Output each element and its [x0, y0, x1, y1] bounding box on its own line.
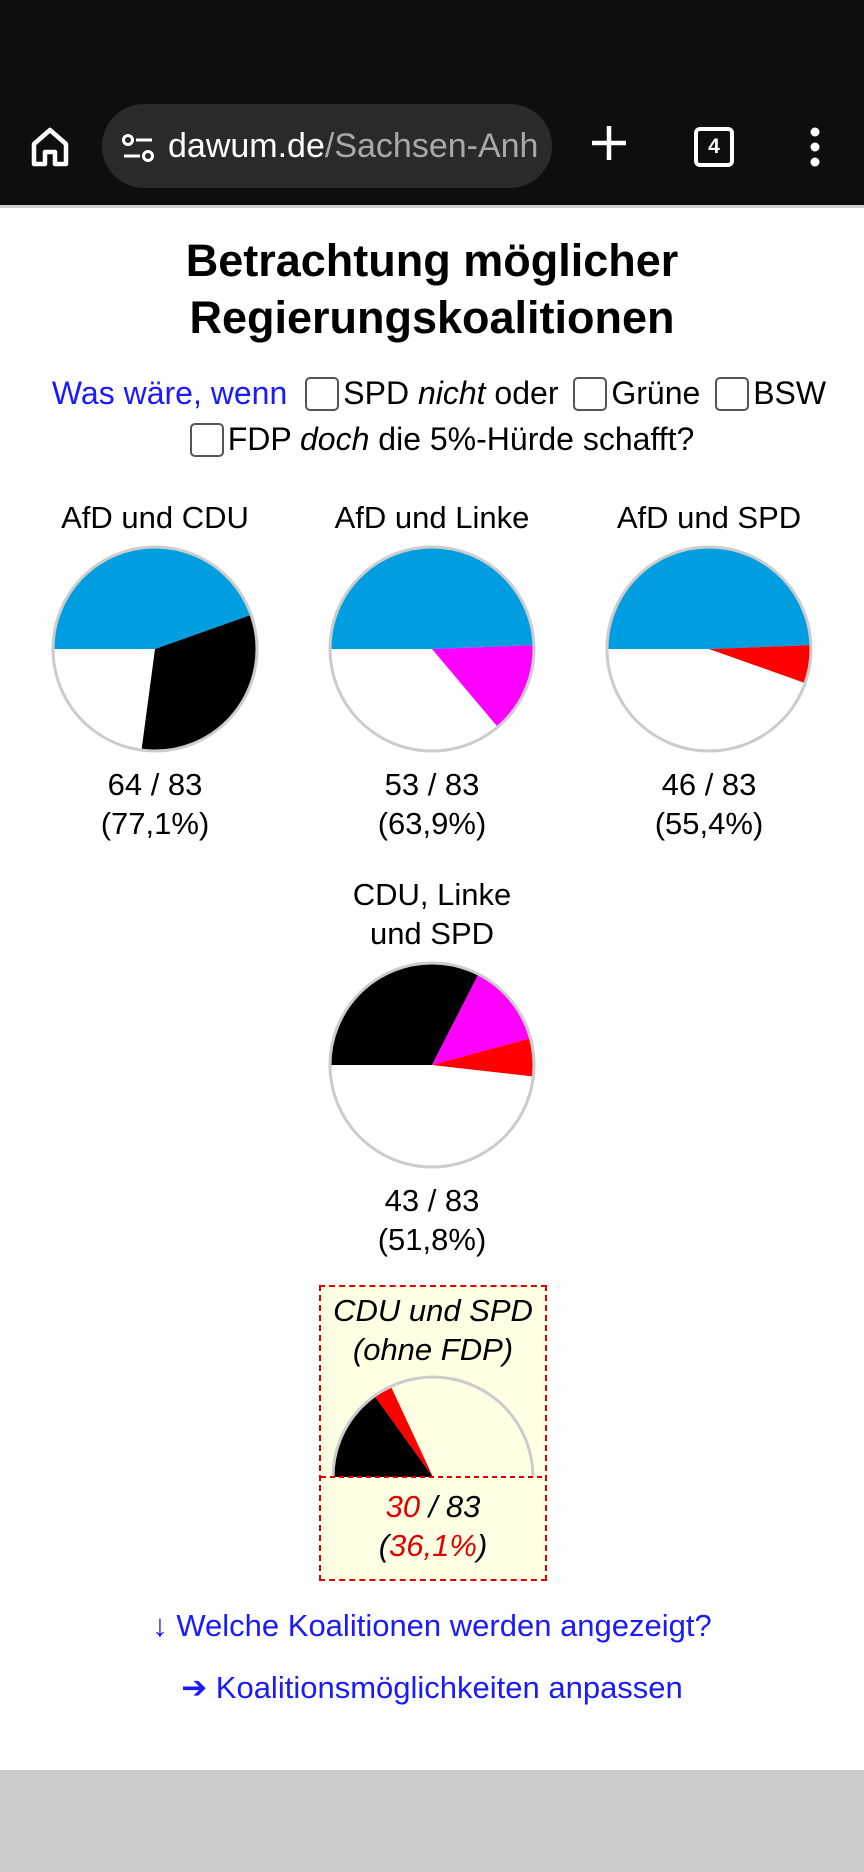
coalition-name-line1: CDU und SPD: [333, 1293, 533, 1328]
seat-count: 53: [384, 767, 420, 802]
pie-slice-linke: [432, 645, 534, 727]
coalition-name: AfD und SPD: [616, 500, 802, 535]
seat-total: 83: [167, 767, 203, 802]
pie-slice-cdu: [330, 963, 479, 1065]
title-line2: Regierungskoalitionen: [189, 292, 675, 343]
seat-count: 30: [385, 1489, 421, 1524]
option-spd-qualifier: nicht: [417, 375, 486, 411]
more-options-icon[interactable]: [800, 122, 830, 172]
option-bsw-party: BSW: [753, 375, 827, 411]
coalition-name-line2: (ohne FDP): [352, 1332, 514, 1367]
seat-count: 46: [661, 767, 697, 802]
pie-outline: [328, 545, 536, 753]
url-path: /Sachsen-Anhalt/: [324, 127, 540, 165]
option-fdp-party: FDP: [227, 421, 292, 457]
coalition-name: CDU, Linke und SPD: [277, 875, 587, 953]
pie-slice-spd: [709, 645, 811, 684]
option-gruene-party: Grüne: [611, 375, 701, 411]
checkbox-gruene[interactable]: [573, 376, 608, 411]
coalition-cdu-linke-spd: CDU, Linke und SPD 43 / 83 (51,8%): [277, 875, 587, 1259]
pie-outline: [328, 961, 536, 1169]
what-if-lead: Was wäre, wenn: [51, 375, 288, 411]
seat-total: 83: [444, 767, 480, 802]
seat-total: 83: [721, 767, 757, 802]
pie-slice-linke: [432, 974, 531, 1065]
site-settings-icon[interactable]: [120, 130, 156, 166]
coalition-seats: 53 / 83 (63,9%): [377, 767, 487, 841]
coalition-name-line2: und SPD: [369, 916, 495, 951]
coalition-seats: 30 / 83 (36,1%): [378, 1489, 488, 1563]
half-pie-slice-spd: [374, 1386, 433, 1477]
tab-switcher-button[interactable]: 4: [694, 127, 734, 167]
what-if-question: Was wäre, wenn SPD nicht oder Grüne BSW F…: [14, 370, 864, 462]
checkbox-bsw[interactable]: [715, 376, 750, 411]
pie-outline: [51, 545, 259, 753]
url-domain: dawum.de: [168, 127, 325, 165]
coalition-seats: 43 / 83 (51,8%): [377, 1183, 487, 1257]
seat-percent: (77,1%): [100, 806, 210, 841]
browser-toolbar: dawum.de/Sachsen-Anhalt/ 4: [0, 0, 864, 205]
option-spd-suffix: oder: [494, 375, 559, 411]
toolbar-divider: [0, 205, 864, 208]
which-coalitions-link[interactable]: ↓ Welche Koalitionen werden angezeigt?: [152, 1608, 712, 1643]
coalition-pie-chart: [328, 545, 536, 753]
pie-slice-afd: [607, 546, 811, 649]
coalition-seats: 46 / 83 (55,4%): [654, 767, 764, 841]
coalition-name: CDU und SPD (ohne FDP): [321, 1291, 545, 1369]
home-icon[interactable]: [24, 120, 76, 172]
seat-total: 83: [444, 1183, 480, 1218]
option-spd-party: SPD: [343, 375, 410, 411]
seat-percent: (55,4%): [654, 806, 764, 841]
pie-outline: [605, 545, 813, 753]
new-tab-icon[interactable]: [584, 118, 634, 168]
half-pie-outline: [331, 1375, 535, 1478]
seat-count: 43: [384, 1183, 420, 1218]
pie-slice-spd: [432, 1038, 534, 1077]
seat-total: 83: [445, 1489, 481, 1524]
url-text[interactable]: dawum.de/Sachsen-Anhalt/: [168, 124, 540, 168]
pie-slice-afd: [330, 546, 534, 649]
coalition-afd-spd: AfD und SPD 46 / 83 (55,4%): [554, 498, 864, 843]
pie-slice-afd: [53, 547, 252, 649]
coalition-cdu-spd-no-majority: CDU und SPD (ohne FDP) 30 / 83 (36,1%): [319, 1285, 547, 1581]
coalition-afd-cdu: AfD und CDU 64 / 83 (77,1%): [0, 498, 310, 843]
pie-slice-cdu: [141, 614, 257, 751]
half-pie-slice-cdu: [333, 1395, 433, 1477]
coalition-name: AfD und Linke: [334, 500, 530, 535]
coalition-seats: 64 / 83 (77,1%): [100, 767, 210, 841]
address-bar[interactable]: dawum.de/Sachsen-Anhalt/: [102, 104, 552, 188]
seat-percent: 36,1%: [389, 1528, 477, 1563]
coalition-pie-chart: [328, 961, 536, 1169]
coalition-afd-linke: AfD und Linke 53 / 83 (63,9%): [277, 498, 587, 843]
coalition-pie-chart: [605, 545, 813, 753]
seat-percent: (63,9%): [377, 806, 487, 841]
coalition-name-line1: CDU, Linke: [352, 877, 512, 912]
seat-percent: (51,8%): [377, 1222, 487, 1257]
toolbar-row: dawum.de/Sachsen-Anhalt/ 4: [0, 100, 864, 192]
coalition-half-pie-chart: [321, 1375, 545, 1478]
checkbox-spd-nicht[interactable]: [305, 376, 340, 411]
seat-count: 64: [107, 767, 143, 802]
option-fdp-suffix: die 5%-Hürde schafft?: [378, 421, 695, 457]
adjust-coalitions-link[interactable]: ➔ Koalitionsmöglichkeiten anpassen: [181, 1670, 683, 1705]
title-line1: Betrachtung möglicher: [185, 235, 679, 286]
checkbox-fdp-doch[interactable]: [189, 422, 224, 457]
footer-area: [0, 1770, 864, 1872]
coalition-name: AfD und CDU: [61, 500, 249, 535]
option-fdp-qualifier: doch: [300, 421, 370, 457]
coalition-pie-chart: [51, 545, 259, 753]
page-title: Betrachtung möglicher Regierungskoalitio…: [0, 232, 864, 346]
